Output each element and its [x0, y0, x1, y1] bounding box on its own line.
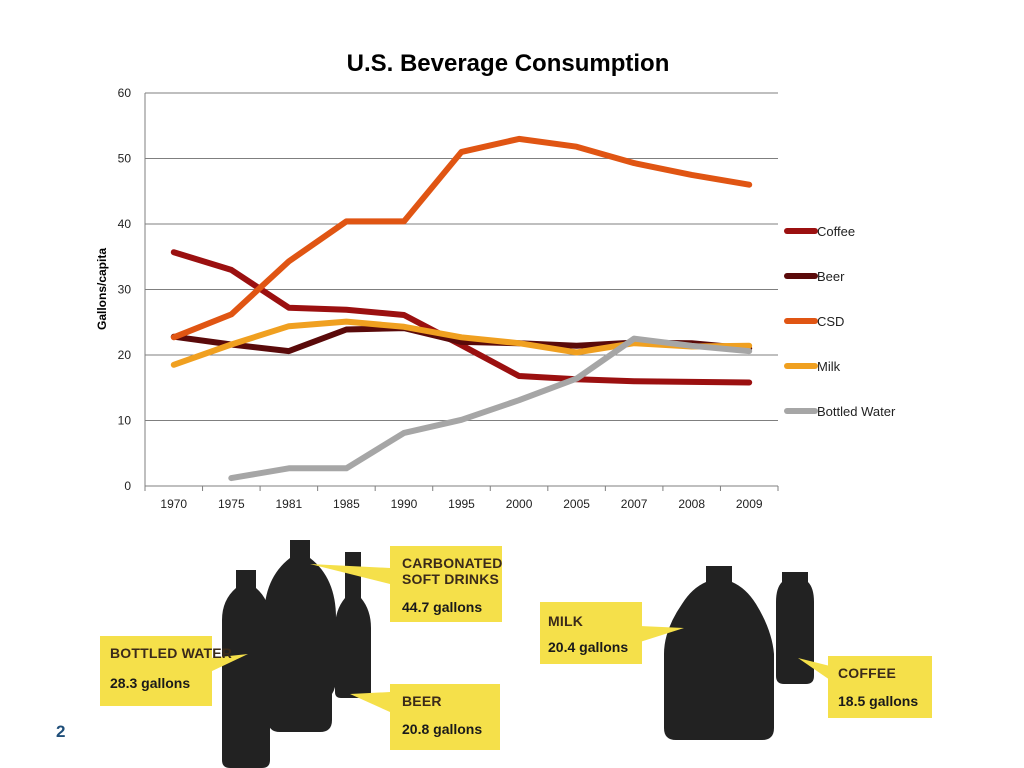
callout-coffee: COFFEE 18.5 gallons — [798, 656, 932, 718]
beverage-infographic: CARBONATED SOFT DRINKS 44.7 gallons BOTT… — [100, 540, 932, 768]
series-line-csd — [170, 135, 753, 341]
legend-label: Milk — [817, 359, 841, 374]
series-lines — [170, 135, 753, 482]
y-tick-label: 10 — [118, 414, 132, 428]
callout-title-line: SOFT DRINKS — [402, 571, 499, 587]
series-line-bottled-water — [228, 335, 753, 482]
callout-title-line: BEER — [402, 693, 442, 709]
y-tick-label: 50 — [118, 152, 132, 166]
x-tick-label: 2009 — [736, 497, 763, 511]
y-tick-label: 30 — [118, 283, 132, 297]
series-line-milk — [170, 318, 753, 368]
legend-label: Beer — [817, 269, 845, 284]
callout-title-line: COFFEE — [838, 665, 896, 681]
y-axis-label: Gallons/capita — [95, 248, 109, 330]
x-tick-label: 1981 — [276, 497, 303, 511]
callout-value: 18.5 gallons — [838, 693, 918, 709]
gridlines — [144, 92, 779, 491]
milk-jug-silhouette — [664, 566, 774, 740]
callout-value: 28.3 gallons — [110, 675, 190, 691]
callout-title-line: MILK — [548, 613, 583, 629]
callout-value: 20.4 gallons — [548, 639, 628, 655]
callout-bottled-water: BOTTLED WATER 28.3 gallons — [100, 636, 248, 706]
beer-bottle-silhouette — [335, 552, 371, 698]
x-tick-label: 2005 — [563, 497, 590, 511]
x-tick-label: 2000 — [506, 497, 533, 511]
x-tick-label: 2008 — [678, 497, 705, 511]
slide-number: 2 — [56, 722, 66, 741]
callout-title-line: BOTTLED WATER — [110, 645, 232, 661]
series-line-coffee — [170, 249, 753, 386]
y-tick-label: 60 — [118, 86, 132, 100]
legend-label: Coffee — [817, 224, 855, 239]
callout-value: 20.8 gallons — [402, 721, 482, 737]
callout-milk: MILK 20.4 gallons — [540, 602, 684, 664]
x-tick-label: 2007 — [621, 497, 648, 511]
x-tick-label: 1995 — [448, 497, 475, 511]
y-tick-label: 40 — [118, 217, 132, 231]
callout-beer: BEER 20.8 gallons — [350, 684, 500, 750]
callout-value: 44.7 gallons — [402, 599, 482, 615]
callout-title-line: CARBONATED — [402, 555, 503, 571]
soda-bottle-silhouette — [264, 540, 336, 732]
bottled-water-silhouette — [222, 570, 270, 768]
legend: Coffee Beer CSD Milk Bottled Water — [784, 224, 896, 419]
coffee-bottle-silhouette — [776, 572, 814, 684]
callout-carbonated-soft-drinks: CARBONATED SOFT DRINKS 44.7 gallons — [310, 546, 503, 622]
x-tick-label: 1975 — [218, 497, 245, 511]
y-tick-label: 0 — [124, 479, 131, 493]
legend-label: Bottled Water — [817, 404, 896, 419]
legend-label: CSD — [817, 314, 844, 329]
y-tick-labels: 0 10 20 30 40 50 60 — [118, 86, 132, 493]
x-tick-label: 1970 — [160, 497, 187, 511]
chart-title: U.S. Beverage Consumption — [347, 50, 670, 77]
x-tick-label: 1990 — [391, 497, 418, 511]
beverage-consumption-chart: U.S. Beverage Consumption Gallons/capita… — [95, 50, 896, 511]
x-tick-label: 1985 — [333, 497, 360, 511]
x-tick-labels: 1970 1975 1981 1985 1990 1995 2000 2005 2007 2008… — [160, 497, 762, 511]
y-tick-label: 20 — [118, 348, 132, 362]
